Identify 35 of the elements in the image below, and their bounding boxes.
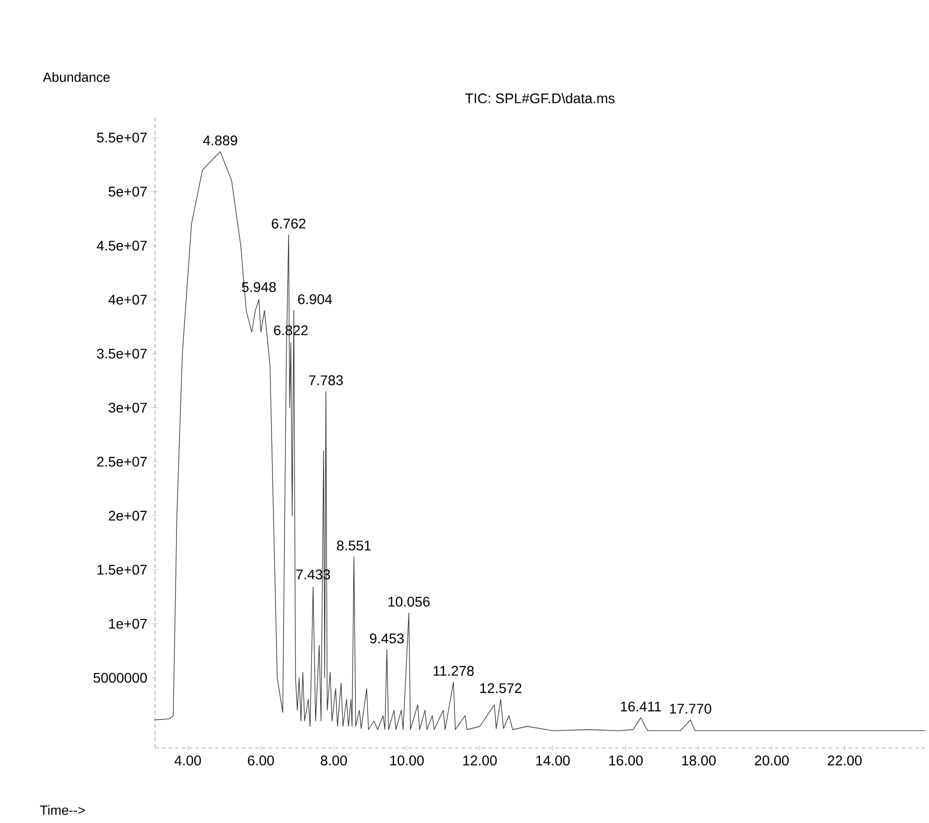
y-tick-label: 4.5e+07 [96,240,147,251]
x-tick-label: 4.00 [174,756,201,766]
annotation: 4.889 [203,135,238,146]
y-tick-label: 1.5e+07 [98,564,147,575]
annotation: 6.762 [272,218,306,229]
y-tick-label: 5000000 [94,672,147,683]
y-tick-label: 3.5e+07 [96,348,147,359]
annotation: 7.783 [309,375,343,386]
annotation: 10.056 [388,596,430,607]
x-tick-label: 22.00 [828,756,862,766]
y-tick-label: 3e+07 [108,402,147,413]
x-tick-label: 12.00 [463,756,497,766]
y-tick-label: 5.5e+07 [97,132,147,143]
annotation: 8.551 [337,540,371,551]
x-tick-label: 20.00 [754,756,789,766]
y-tick-label: 4e+07 [108,294,147,305]
y-tick-label: 1e+07 [109,618,147,629]
x-tick-label: 14.00 [536,756,570,766]
chart-title: TIC: SPL#GF.D\data.ms [465,92,615,104]
annotation: 12.572 [480,683,522,694]
y-tick-label: 5e+07 [108,186,147,197]
x-tick-label: 10.00 [390,756,424,766]
annotation: 9.453 [370,634,404,644]
annotation: 6.904 [298,294,332,304]
x-tick-label: 8.00 [320,756,347,766]
x-tick-label: 6.00 [248,756,274,766]
x-tick-label: 16.00 [609,756,643,766]
annotation: 17.770 [670,704,712,714]
y-tick-label: 2e+07 [108,510,147,521]
y-axis-title: Abundance [42,72,110,82]
annotation: 16.411 [620,702,661,712]
x-axis-title: Time--> [40,805,85,815]
y-tick-label: 2.5e+07 [97,456,147,467]
x-tick-label: 18.00 [682,756,716,766]
annotation: 11.278 [434,666,474,676]
